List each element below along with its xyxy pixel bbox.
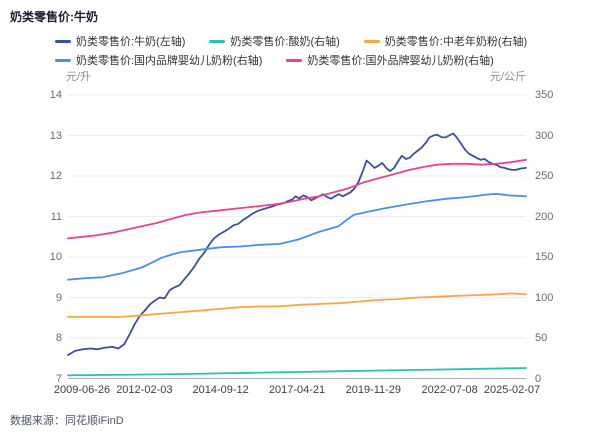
x-axis-tick: 2014-09-12: [192, 384, 249, 396]
x-axis-tick: 2017-04-21: [268, 384, 326, 396]
data-source: 数据来源：同花顺iFinD: [10, 415, 124, 427]
legend-label: 奶类零售价:国内品牌婴幼儿奶粉(右轴): [76, 55, 263, 67]
left-axis-tick: 9: [55, 291, 62, 304]
chart-title: 奶类零售价:牛奶: [10, 10, 98, 24]
x-axis-tick: 2012-02-03: [116, 384, 173, 396]
right-axis-tick: 50: [535, 332, 548, 344]
x-axis-tick: 2009-06-26: [53, 384, 111, 396]
right-axis-tick: 300: [535, 129, 554, 142]
series-line-4: [67, 158, 527, 240]
legend-line-marker: [209, 39, 226, 43]
right-axis-unit-label: 元/公斤: [489, 71, 526, 83]
legend-item-4[interactable]: 奶类零售价:国外品牌婴幼儿奶粉(右轴): [286, 52, 494, 68]
legend-line-marker: [55, 58, 71, 62]
legend-item-2[interactable]: 奶类零售价:中老年奶粉(右轴): [363, 33, 528, 49]
legend-label: 奶类零售价:酸奶(右轴): [230, 36, 340, 48]
legend-item-1[interactable]: 奶类零售价:酸奶(右轴): [209, 33, 340, 49]
legend-line-marker: [363, 39, 380, 43]
legend-item-0[interactable]: 奶类零售价:牛奶(左轴): [55, 33, 185, 49]
right-axis-tick: 350: [535, 89, 554, 101]
right-axis-tick: 250: [535, 170, 554, 182]
legend-line-marker: [55, 39, 71, 43]
series-line-1: [67, 367, 527, 377]
legend-label: 奶类零售价:牛奶(左轴): [76, 36, 186, 48]
right-axis-tick: 150: [535, 251, 554, 263]
x-axis-tick: 2019-11-29: [345, 384, 402, 396]
left-axis-tick: 8: [55, 332, 62, 344]
series-line-3: [67, 192, 527, 281]
series-line-0: [67, 132, 527, 356]
left-axis-tick: 13: [49, 129, 62, 142]
left-axis-tick: 7: [55, 372, 62, 385]
legend-item-3[interactable]: 奶类零售价:国内品牌婴幼儿奶粉(右轴): [55, 52, 262, 68]
left-axis-tick: 14: [49, 89, 62, 101]
legend-row-1: 奶类零售价:牛奶(左轴) 奶类零售价:酸奶(右轴) 奶类零售价:中老年奶粉(右轴): [55, 33, 527, 49]
left-axis-unit-label: 元/升: [66, 71, 92, 83]
x-axis-tick: 2025-02-07: [483, 384, 541, 396]
legend-label: 奶类零售价:中老年奶粉(右轴): [384, 36, 528, 48]
left-axis-tick: 12: [49, 170, 62, 182]
legend-label: 奶类零售价:国外品牌婴幼儿奶粉(右轴): [307, 55, 494, 67]
legend-line-marker: [286, 58, 303, 62]
x-axis-tick: 2022-07-08: [421, 384, 478, 396]
right-axis-tick: 100: [535, 291, 554, 304]
left-axis-tick: 10: [49, 251, 62, 263]
legend-row-2: 奶类零售价:国内品牌婴幼儿奶粉(右轴) 奶类零售价:国外品牌婴幼儿奶粉(右轴): [55, 52, 494, 68]
series-line-2: [67, 292, 527, 318]
right-axis-tick: 200: [535, 210, 554, 223]
right-axis-tick: 0: [535, 372, 542, 385]
left-axis-tick: 11: [50, 210, 62, 223]
